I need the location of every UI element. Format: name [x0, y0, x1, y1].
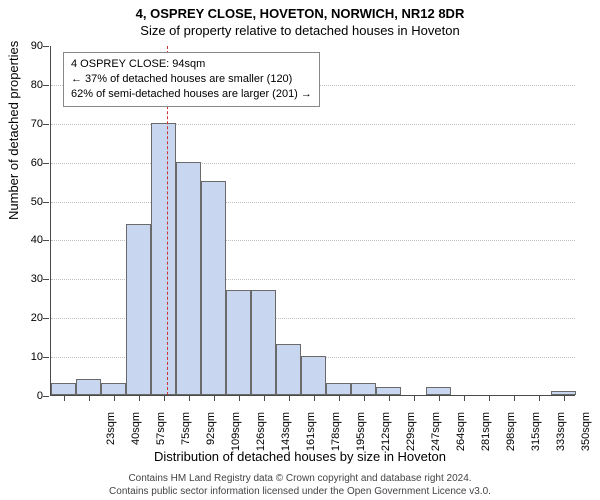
x-tick: [539, 395, 540, 401]
x-tick: [239, 395, 240, 401]
x-tick: [464, 395, 465, 401]
y-tick: [43, 163, 49, 164]
x-tick: [264, 395, 265, 401]
y-tick: [43, 357, 49, 358]
y-tick-label: 50: [19, 196, 43, 208]
x-tick: [64, 395, 65, 401]
histogram-bar: [201, 181, 226, 395]
y-tick: [43, 240, 49, 241]
y-tick-label: 10: [19, 351, 43, 363]
x-tick: [389, 395, 390, 401]
x-tick: [414, 395, 415, 401]
y-tick: [43, 318, 49, 319]
x-tick: [514, 395, 515, 401]
gridline: [51, 163, 575, 164]
page-subtitle: Size of property relative to detached ho…: [0, 23, 600, 38]
gridline: [51, 124, 575, 125]
histogram-bar: [326, 383, 351, 395]
footer-attribution: Contains HM Land Registry data © Crown c…: [0, 472, 600, 498]
histogram-chart: 010203040506070809023sqm40sqm57sqm75sqm9…: [50, 46, 575, 396]
x-tick: [214, 395, 215, 401]
x-tick: [164, 395, 165, 401]
annotation-line: 62% of semi-detached houses are larger (…: [71, 87, 312, 102]
y-tick-label: 90: [19, 40, 43, 52]
footer-line: Contains HM Land Registry data © Crown c…: [0, 472, 600, 485]
histogram-bar: [176, 162, 201, 395]
histogram-bar: [351, 383, 376, 395]
x-tick: [439, 395, 440, 401]
histogram-bar: [276, 344, 301, 395]
y-tick-label: 30: [19, 273, 43, 285]
y-tick-label: 20: [19, 312, 43, 324]
x-tick: [314, 395, 315, 401]
x-tick: [339, 395, 340, 401]
x-tick: [564, 395, 565, 401]
annotation-box: 4 OSPREY CLOSE: 94sqm← 37% of detached h…: [63, 52, 320, 107]
annotation-line: ← 37% of detached houses are smaller (12…: [71, 72, 312, 87]
y-tick-label: 40: [19, 234, 43, 246]
histogram-bar: [301, 356, 326, 395]
y-tick: [43, 85, 49, 86]
y-tick: [43, 124, 49, 125]
histogram-bar: [51, 383, 76, 395]
histogram-bar: [251, 290, 276, 395]
y-tick: [43, 202, 49, 203]
x-tick: [139, 395, 140, 401]
histogram-bar: [101, 383, 126, 395]
y-tick-label: 70: [19, 118, 43, 130]
x-tick: [364, 395, 365, 401]
y-tick-label: 60: [19, 157, 43, 169]
y-tick-label: 80: [19, 79, 43, 91]
histogram-bar: [376, 387, 401, 395]
page-title: 4, OSPREY CLOSE, HOVETON, NORWICH, NR12 …: [0, 6, 600, 21]
annotation-line: 4 OSPREY CLOSE: 94sqm: [71, 57, 312, 72]
histogram-bar: [126, 224, 151, 395]
gridline: [51, 202, 575, 203]
x-tick: [289, 395, 290, 401]
x-tick: [89, 395, 90, 401]
histogram-bar: [426, 387, 451, 395]
x-tick: [489, 395, 490, 401]
y-tick: [43, 396, 49, 397]
y-tick-label: 0: [19, 390, 43, 402]
x-tick: [189, 395, 190, 401]
x-axis-title: Distribution of detached houses by size …: [0, 449, 600, 464]
plot-area: 010203040506070809023sqm40sqm57sqm75sqm9…: [50, 46, 575, 396]
x-tick: [114, 395, 115, 401]
histogram-bar: [76, 379, 101, 395]
histogram-bar: [151, 123, 176, 395]
footer-line: Contains public sector information licen…: [0, 485, 600, 498]
histogram-bar: [226, 290, 251, 395]
y-tick: [43, 46, 49, 47]
y-tick: [43, 279, 49, 280]
y-axis-title: Number of detached properties: [6, 41, 21, 220]
